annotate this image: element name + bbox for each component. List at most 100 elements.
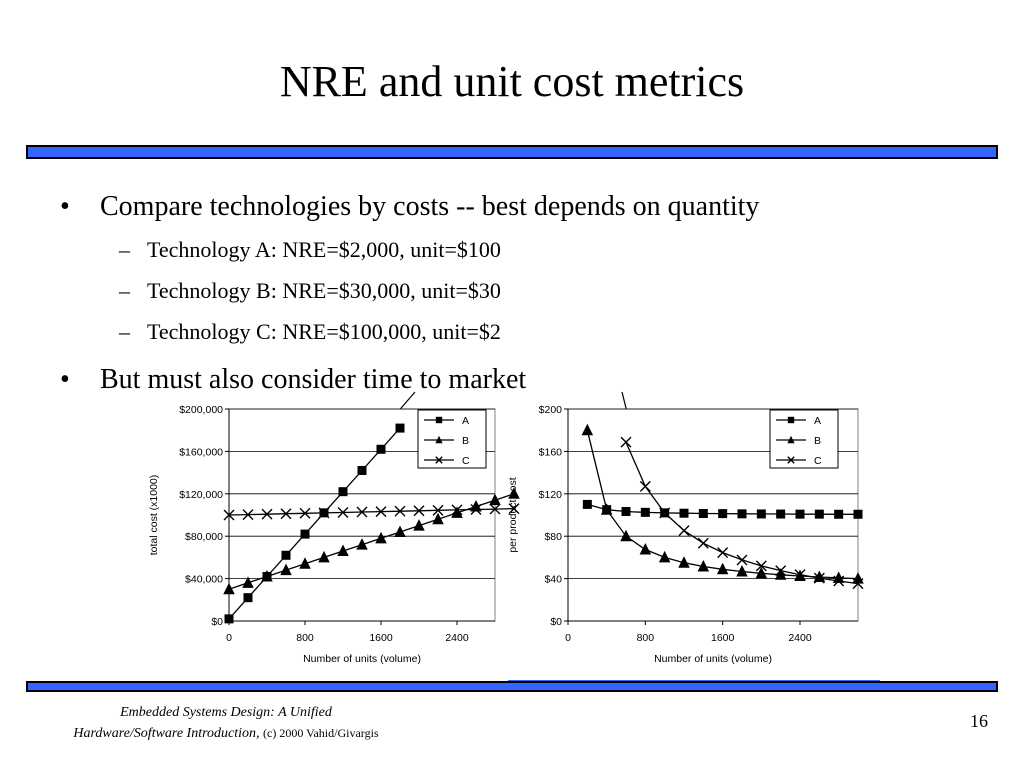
marker-triangle	[697, 560, 710, 572]
marker-square	[338, 487, 348, 497]
legend-label: A	[814, 415, 821, 427]
y-tick-label: $200,000	[179, 404, 223, 416]
marker-x	[639, 480, 651, 492]
footer-citation: Embedded Systems Design: A Unified Hardw…	[36, 703, 416, 744]
marker-triangle	[489, 493, 501, 506]
marker-square	[621, 507, 631, 517]
page-number: 16	[970, 711, 988, 731]
marker-triangle	[223, 582, 235, 595]
marker-triangle	[375, 531, 387, 544]
marker-x	[413, 505, 425, 517]
marker-x	[852, 578, 864, 590]
sub-bullet-item: – Technology B: NRE=$30,000, unit=$30	[119, 277, 501, 305]
marker-square	[718, 509, 728, 519]
marker-x	[697, 537, 709, 549]
marker-x	[794, 569, 806, 581]
marker-square	[756, 509, 766, 519]
dash-glyph: –	[119, 319, 130, 344]
marker-triangle	[261, 569, 273, 582]
marker-triangle	[337, 544, 349, 557]
marker-triangle	[639, 542, 652, 555]
bullet-glyph: •	[60, 364, 70, 395]
marker-x	[375, 506, 387, 518]
slide-title: NRE and unit cost metrics	[279, 57, 745, 106]
marker-triangle	[600, 503, 613, 515]
marker-triangle	[716, 562, 729, 575]
legend-label: A	[462, 415, 469, 427]
bullet-item: • Compare technologies by costs -- best …	[60, 190, 759, 224]
marker-square	[834, 509, 844, 519]
bottom-accent-bar	[26, 681, 998, 692]
x-tick-label: 800	[296, 632, 314, 644]
marker-triangle	[736, 564, 748, 577]
marker-square	[435, 416, 443, 424]
marker-square	[698, 509, 708, 519]
marker-square	[679, 508, 689, 518]
x-axis-title: Number of units (volume)	[303, 653, 421, 665]
marker-x	[451, 504, 463, 516]
dash-glyph: –	[119, 278, 130, 303]
y-tick-label: $80	[544, 531, 562, 543]
marker-x	[833, 575, 845, 587]
y-tick-label: $160,000	[179, 446, 223, 458]
book-title-line1: Embedded Systems Design: A Unified	[120, 705, 332, 720]
marker-triangle	[470, 500, 482, 512]
legend-label: B	[814, 435, 821, 447]
marker-triangle	[280, 563, 292, 576]
marker-triangle	[318, 550, 330, 563]
marker-x	[432, 504, 444, 516]
marker-square	[787, 416, 795, 424]
marker-square	[357, 465, 367, 475]
marker-x	[356, 506, 368, 518]
marker-square	[376, 444, 386, 454]
series-C	[620, 436, 864, 590]
marker-triangle	[787, 435, 795, 444]
marker-square	[300, 529, 310, 539]
x-tick-label: 1600	[711, 632, 735, 644]
marker-triangle	[394, 525, 406, 537]
marker-x	[261, 508, 273, 520]
marker-square	[795, 509, 805, 519]
marker-square	[243, 593, 253, 603]
x-tick-label: 0	[226, 632, 232, 644]
marker-x	[659, 507, 671, 519]
bullet-text: But must also consider time to market	[100, 364, 527, 395]
series-line	[228, 507, 515, 516]
marker-x	[470, 503, 482, 515]
marker-x	[736, 554, 748, 566]
marker-x	[280, 508, 292, 520]
marker-x	[299, 507, 311, 519]
y-tick-label: $120	[539, 489, 563, 501]
sub-bullet-item: – Technology A: NRE=$2,000, unit=$100	[119, 236, 501, 264]
y-tick-label: $160	[539, 446, 563, 458]
marker-x	[620, 436, 632, 448]
sub-bullet-text: Technology B: NRE=$30,000, unit=$30	[147, 278, 501, 303]
marker-x	[755, 560, 767, 572]
marker-square	[640, 507, 650, 517]
marker-triangle	[755, 566, 768, 579]
marker-triangle	[774, 568, 787, 580]
y-tick-label: $0	[550, 616, 562, 628]
y-tick-label: $120,000	[179, 489, 223, 501]
marker-triangle	[581, 423, 594, 436]
y-tick-label: $200	[539, 404, 563, 416]
legend-label: C	[462, 455, 470, 467]
sub-bullet-text: Technology C: NRE=$100,000, unit=$2	[147, 319, 501, 344]
marker-triangle	[508, 487, 520, 499]
marker-x	[318, 507, 330, 519]
marker-square	[737, 509, 747, 519]
y-tick-label: $40,000	[185, 574, 223, 586]
x-tick-label: 800	[637, 632, 655, 644]
marker-x	[813, 572, 825, 584]
marker-x	[717, 547, 729, 559]
top-accent-bar	[26, 145, 998, 159]
marker-triangle	[299, 557, 311, 569]
marker-x	[242, 509, 254, 521]
x-tick-label: 2400	[788, 632, 812, 644]
x-axis-title: Number of units (volume)	[654, 653, 772, 665]
series-C	[223, 503, 520, 521]
marker-square	[776, 509, 786, 519]
legend-box	[769, 409, 839, 469]
y-tick-label: $0	[211, 616, 223, 628]
